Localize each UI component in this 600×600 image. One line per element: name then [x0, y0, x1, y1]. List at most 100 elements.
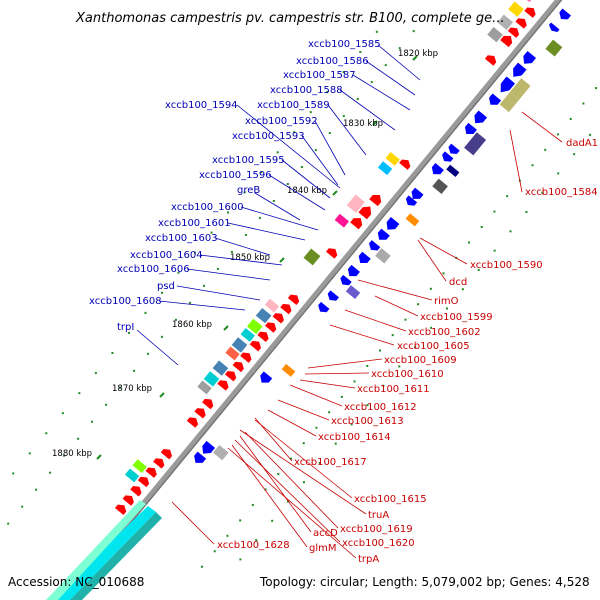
gene-arrow[interactable]	[377, 228, 390, 240]
gene-arrow[interactable]	[145, 467, 157, 478]
gene-label-xccb100-1620[interactable]: xccb100_1620	[342, 538, 415, 549]
gene-block[interactable]	[375, 248, 391, 264]
gene-arrow[interactable]	[186, 417, 199, 428]
gene-label-xccb100-1613[interactable]: xccb100_1613	[331, 416, 404, 427]
gene-label-truA[interactable]: truA	[368, 510, 389, 521]
gene-block[interactable]	[264, 298, 280, 313]
gene-arrow[interactable]	[272, 313, 284, 324]
gene-label-dadA1[interactable]: dadA1	[566, 138, 598, 149]
gene-arrow[interactable]	[232, 361, 244, 373]
gene-label-xccb100-1596[interactable]: xccb100_1596	[199, 170, 272, 181]
gene-arrow[interactable]	[431, 162, 444, 175]
gene-label-xccb100-1608[interactable]: xccb100_1608	[89, 296, 162, 307]
gene-label-greB[interactable]: greB	[237, 185, 260, 196]
gene-label-xccb100-1585[interactable]: xccb100_1585	[308, 39, 381, 50]
gene-label-xccb100-1612[interactable]: xccb100_1612	[344, 402, 417, 413]
gene-arrow[interactable]	[484, 55, 497, 66]
gene-label-xccb100-1604[interactable]: xccb100_1604	[130, 250, 203, 261]
gene-label-psd[interactable]: psd	[157, 281, 175, 292]
gene-label-xccb100-1615[interactable]: xccb100_1615	[354, 494, 427, 505]
gene-block[interactable]	[487, 26, 503, 43]
gene-block[interactable]	[197, 380, 212, 395]
gene-block[interactable]	[334, 213, 350, 228]
gene-label-dcd[interactable]: dcd	[449, 277, 467, 288]
gene-arrow[interactable]	[559, 8, 571, 20]
gene-label-accD[interactable]: accD	[313, 528, 338, 539]
gene-label-xccb100-1600[interactable]: xccb100_1600	[171, 202, 244, 213]
gene-label-xccb100-1584[interactable]: xccb100_1584	[525, 187, 598, 198]
gene-arrow[interactable]	[153, 458, 165, 469]
gene-block[interactable]	[508, 1, 524, 17]
gene-arrow[interactable]	[326, 248, 338, 259]
gene-block[interactable]	[545, 39, 563, 57]
gene-label-xccb100-1619[interactable]: xccb100_1619	[340, 524, 413, 535]
gene-label-xccb100-1611[interactable]: xccb100_1611	[357, 384, 430, 395]
gene-block[interactable]	[464, 132, 487, 156]
gene-arrow[interactable]	[369, 194, 382, 207]
gene-label-xccb100-1590[interactable]: xccb100_1590	[470, 260, 543, 271]
gene-arrow[interactable]	[405, 195, 418, 206]
gene-label-trpA[interactable]: trpA	[358, 554, 379, 565]
gene-block[interactable]	[497, 14, 514, 30]
gene-arrow[interactable]	[217, 380, 229, 391]
gene-label-xccb100-1605[interactable]: xccb100_1605	[397, 341, 470, 352]
gene-label-xccb100-1586[interactable]: xccb100_1586	[296, 56, 369, 67]
gene-block[interactable]	[377, 161, 393, 176]
gene-label-xccb100-1594[interactable]: xccb100_1594	[165, 100, 238, 111]
gene-arrow[interactable]	[202, 440, 216, 454]
gene-block[interactable]	[405, 213, 420, 227]
gene-label-xccb100-1589[interactable]: xccb100_1589	[257, 100, 330, 111]
gene-arrow[interactable]	[202, 398, 214, 410]
gene-block[interactable]	[346, 194, 365, 213]
gene-block[interactable]	[246, 318, 263, 335]
gene-label-xccb100-1599[interactable]: xccb100_1599	[420, 312, 493, 323]
gene-arrow[interactable]	[264, 322, 277, 333]
gene-arrow[interactable]	[280, 303, 292, 315]
gene-label-xccb100-1587[interactable]: xccb100_1587	[283, 70, 356, 81]
gene-block[interactable]	[432, 178, 448, 194]
gene-label-xccb100-1628[interactable]: xccb100_1628	[217, 540, 290, 551]
gene-block[interactable]	[168, 414, 184, 430]
gene-block[interactable]	[520, 0, 533, 3]
gene-arrow[interactable]	[287, 294, 300, 305]
gene-arrow[interactable]	[523, 51, 537, 64]
gene-label-rimO[interactable]: rimO	[434, 296, 459, 307]
gene-label-xccb100-1603[interactable]: xccb100_1603	[145, 233, 218, 244]
gene-block[interactable]	[240, 328, 255, 342]
gene-arrow[interactable]	[224, 371, 237, 382]
gene-arrow[interactable]	[411, 187, 424, 199]
gene-arrow[interactable]	[347, 264, 360, 277]
gene-arrow[interactable]	[448, 143, 460, 155]
gene-arrow[interactable]	[515, 18, 527, 29]
gene-block[interactable]	[509, 78, 531, 100]
gene-block[interactable]	[212, 444, 229, 461]
gene-arrow[interactable]	[548, 22, 560, 32]
gene-block[interactable]	[255, 307, 272, 324]
gene-label-glmM[interactable]: glmM	[309, 543, 337, 554]
gene-label-trpI[interactable]: trpI	[117, 322, 134, 333]
gene-label-xccb100-1595[interactable]: xccb100_1595	[212, 155, 285, 166]
gene-arrow[interactable]	[194, 408, 206, 419]
gene-arrow[interactable]	[474, 110, 488, 124]
gene-arrow[interactable]	[386, 216, 400, 230]
gene-arrow[interactable]	[257, 331, 269, 343]
gene-arrow[interactable]	[350, 218, 363, 230]
gene-arrow[interactable]	[194, 451, 207, 463]
gene-block[interactable]	[231, 337, 248, 353]
gene-arrow[interactable]	[399, 159, 411, 170]
gene-arrow[interactable]	[114, 504, 127, 515]
gene-block[interactable]	[303, 248, 321, 266]
gene-label-xccb100-1617[interactable]: xccb100_1617	[294, 457, 367, 468]
gene-arrow[interactable]	[500, 76, 516, 93]
gene-arrow[interactable]	[442, 151, 454, 162]
gene-arrow[interactable]	[507, 27, 520, 38]
gene-arrow[interactable]	[358, 251, 371, 263]
gene-label-xccb100-1606[interactable]: xccb100_1606	[117, 264, 190, 275]
gene-block[interactable]	[345, 285, 361, 299]
gene-arrow[interactable]	[137, 476, 150, 488]
gene-arrow[interactable]	[524, 7, 536, 18]
gene-arrow[interactable]	[260, 371, 273, 383]
gene-arrow[interactable]	[513, 62, 527, 77]
gene-block[interactable]	[132, 459, 147, 474]
gene-block[interactable]	[281, 363, 296, 377]
